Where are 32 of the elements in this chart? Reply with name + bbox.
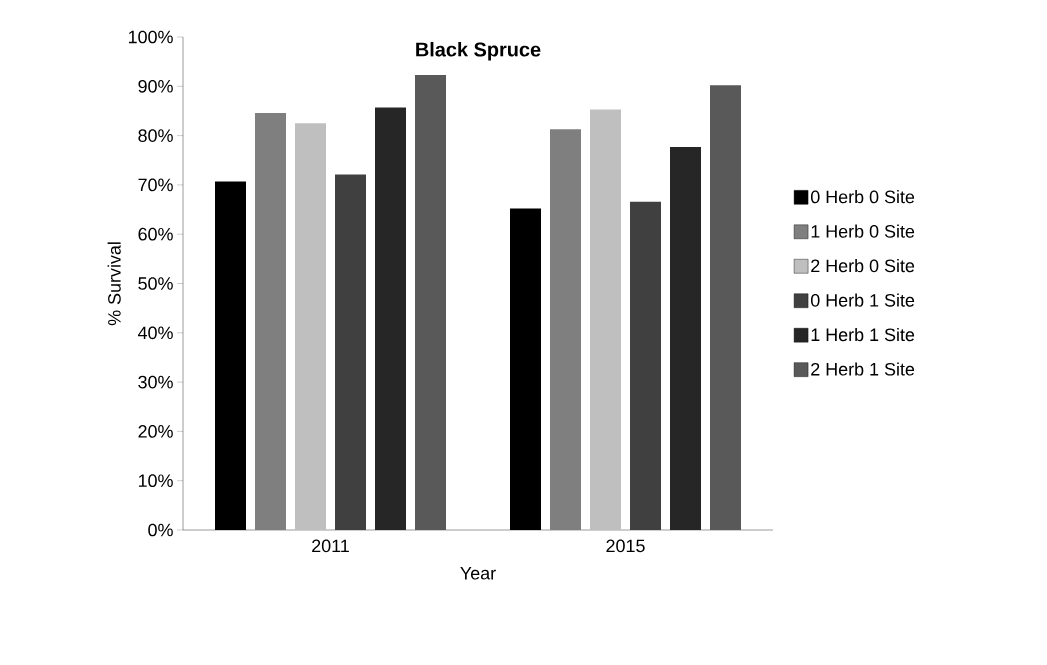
bar: [670, 146, 701, 530]
y-tick-label: 0%: [148, 523, 173, 537]
chart-title: Black Spruce: [416, 41, 541, 61]
bar: [375, 107, 406, 530]
y-tick-label: 70%: [138, 178, 173, 192]
bar: [590, 109, 621, 530]
y-tick-label: 50%: [138, 277, 173, 290]
bar: [415, 74, 446, 530]
y-tick-label: 90%: [138, 79, 173, 93]
x-tick-label: 2011: [312, 539, 349, 553]
y-tick-label: 10%: [138, 474, 173, 488]
legend-label: 1 Herb 0 Site: [811, 224, 915, 238]
y-tick-label: 60%: [138, 227, 173, 241]
bar: [255, 112, 286, 530]
bar: [335, 174, 366, 530]
y-tick-label: 30%: [138, 375, 173, 389]
legend-label: 2 Herb 0 Site: [811, 259, 915, 273]
bar: [295, 123, 326, 530]
x-tick-label: 2015: [606, 539, 645, 553]
bar: [550, 129, 581, 530]
legend-label: 1 Herb 1 Site: [811, 327, 915, 342]
y-tick-label: 100%: [128, 30, 173, 44]
y-tick-label: 40%: [137, 326, 173, 340]
y-tick-label: 80%: [138, 129, 173, 142]
legend-label: 0 Herb 0 Site: [810, 190, 915, 204]
legend-label: 2 Herb 1 Site: [811, 362, 915, 376]
bar: [630, 201, 661, 530]
legend-label: 0 Herb 1 Site: [810, 293, 915, 307]
y-tick-label: 20%: [138, 425, 173, 438]
x-axis-title: Year: [460, 567, 496, 580]
y-axis-title: % Survival: [107, 242, 121, 326]
bar: [710, 85, 741, 530]
